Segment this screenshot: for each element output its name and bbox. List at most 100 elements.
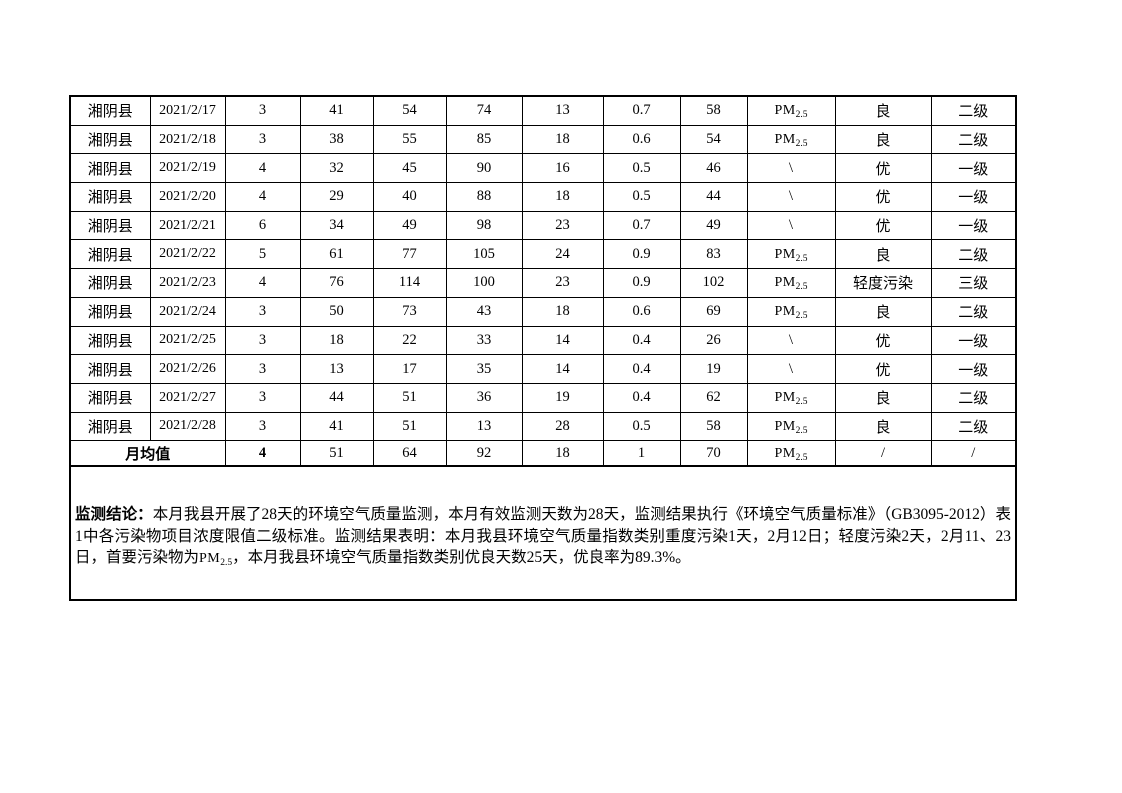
table-cell: 5 [224,239,301,270]
table-cell: \ [746,153,836,184]
table-cell: 良 [834,95,932,126]
table-cell: 0.5 [602,153,681,184]
table-cell: 3 [224,411,301,442]
table-cell: 0.6 [602,296,681,327]
table-cell: 14 [521,354,604,384]
table-cell: 湘阴县 [69,296,151,327]
table-cell: 6 [224,210,301,241]
table-cell: \ [746,182,836,212]
pm25-subscript: 2.5 [795,452,808,463]
table-cell: 50 [299,296,374,327]
table-cell: 2021/2/28 [149,411,226,442]
table-cell: 2021/2/26 [149,354,226,384]
table-cell: 4 [224,268,301,298]
table-cell: 二级 [930,382,1017,413]
table-cell: 41 [299,411,374,442]
table-cell: 湘阴县 [69,182,151,212]
table-cell: 77 [372,239,447,270]
table-cell: 85 [445,124,523,155]
table-cell: 一级 [930,354,1017,384]
pm25-subscript: 2.5 [220,558,233,569]
table-row: 湘阴县 2021/2/22 5 61 77 105 24 0.9 83 PM2.5 良二级 [69,239,1017,270]
pm25-subscript: 2.5 [795,311,808,322]
pm25-subscript: 2.5 [795,425,808,436]
table-cell: 3 [224,354,301,384]
table-row: 湘阴县 2021/2/17 3 41 54 74 13 0.7 58 PM2.5 良二级 [69,95,1017,126]
pm25-subscript: 2.5 [795,110,808,121]
table-row: 湘阴县 2021/2/25 3 18 22 33 14 0.4 26 \ 优一级 [69,325,1017,356]
table-cell: 35 [445,354,523,384]
table-cell: 2021/2/21 [149,210,226,241]
air-quality-report: 湘阴县 2021/2/17 3 41 54 74 13 0.7 58 PM2.5 良二级 湘阴县 202… [69,95,1017,602]
table-cell: 41 [299,95,374,126]
table-cell: 湘阴县 [69,239,151,270]
table-cell: 22 [372,325,447,356]
table-cell: 二级 [930,411,1017,442]
table-cell: 74 [445,95,523,126]
table-cell: 0.9 [602,239,681,270]
summary-cell: 51 [299,440,374,467]
pm25-subscript: 2.5 [795,253,808,264]
table-row: 湘阴县 2021/2/27 3 44 51 36 19 0.4 62 PM2.5 良二级 [69,382,1017,413]
pm25-label: PM [774,304,796,320]
table-cell: 54 [679,124,748,155]
table-cell: 19 [679,354,748,384]
table-cell: 61 [299,239,374,270]
table-cell: 38 [299,124,374,155]
table-cell: 105 [445,239,523,270]
table-cell: 一级 [930,182,1017,212]
table-cell: 54 [372,95,447,126]
table-cell: 优 [834,354,932,384]
table-cell: 18 [521,296,604,327]
summary-row: 月均值 4 51 64 92 18 1 70 PM2.5// [69,440,1017,467]
table-cell: 18 [521,182,604,212]
table-cell: 49 [679,210,748,241]
table-row: 湘阴县 2021/2/19 4 32 45 90 16 0.5 46 \ 优一级 [69,153,1017,184]
table-cell: 一级 [930,325,1017,356]
table-cell: 76 [299,268,374,298]
table-cell: 湘阴县 [69,268,151,298]
table-cell: PM2.5 [746,382,836,413]
table-cell: 湘阴县 [69,153,151,184]
pm25-subscript: 2.5 [795,282,808,293]
table-row: 湘阴县 2021/2/24 3 50 73 43 18 0.6 69 PM2.5 良二级 [69,296,1017,327]
table-cell: \ [746,325,836,356]
table-cell: 4 [224,153,301,184]
table-cell: 湘阴县 [69,411,151,442]
conclusion-box: 监测结论：本月我县开展了28天的环境空气质量监测，本月有效监测天数为28天，监测… [69,467,1017,602]
table-cell: 14 [521,325,604,356]
summary-cell: 18 [521,440,604,467]
table-cell: 13 [445,411,523,442]
table-cell: 2021/2/23 [149,268,226,298]
summary-cell: 1 [602,440,681,467]
table-cell: 湘阴县 [69,124,151,155]
summary-cell: PM2.5 [746,440,836,467]
conclusion-paragraph: 监测结论：本月我县开展了28天的环境空气质量监测，本月有效监测天数为28天，监测… [75,504,1011,570]
table-cell: 2021/2/18 [149,124,226,155]
table-cell: 2021/2/25 [149,325,226,356]
table-cell: 二级 [930,124,1017,155]
table-cell: 优 [834,153,932,184]
table-cell: 18 [299,325,374,356]
table-cell: 湘阴县 [69,354,151,384]
conclusion-body: 本月我县开展了28天的环境空气质量监测，本月有效监测天数为28天，监测结果执行《… [75,506,1011,569]
table-cell: 102 [679,268,748,298]
table-cell: 34 [299,210,374,241]
table-cell: 13 [299,354,374,384]
table-cell: 3 [224,95,301,126]
table-cell: 良 [834,239,932,270]
table-cell: 2021/2/17 [149,95,226,126]
table-cell: 13 [521,95,604,126]
table-cell: 55 [372,124,447,155]
summary-cell: 70 [679,440,748,467]
pm25-label: PM [774,418,796,434]
table-cell: 2021/2/24 [149,296,226,327]
table-cell: 23 [521,210,604,241]
table-cell: 0.4 [602,382,681,413]
pm25-label: PM [774,390,796,406]
table-cell: 0.7 [602,210,681,241]
table-cell: 0.5 [602,182,681,212]
table-cell: 24 [521,239,604,270]
pm25-label: PM [774,246,796,262]
pm25-subscript: 2.5 [795,139,808,150]
